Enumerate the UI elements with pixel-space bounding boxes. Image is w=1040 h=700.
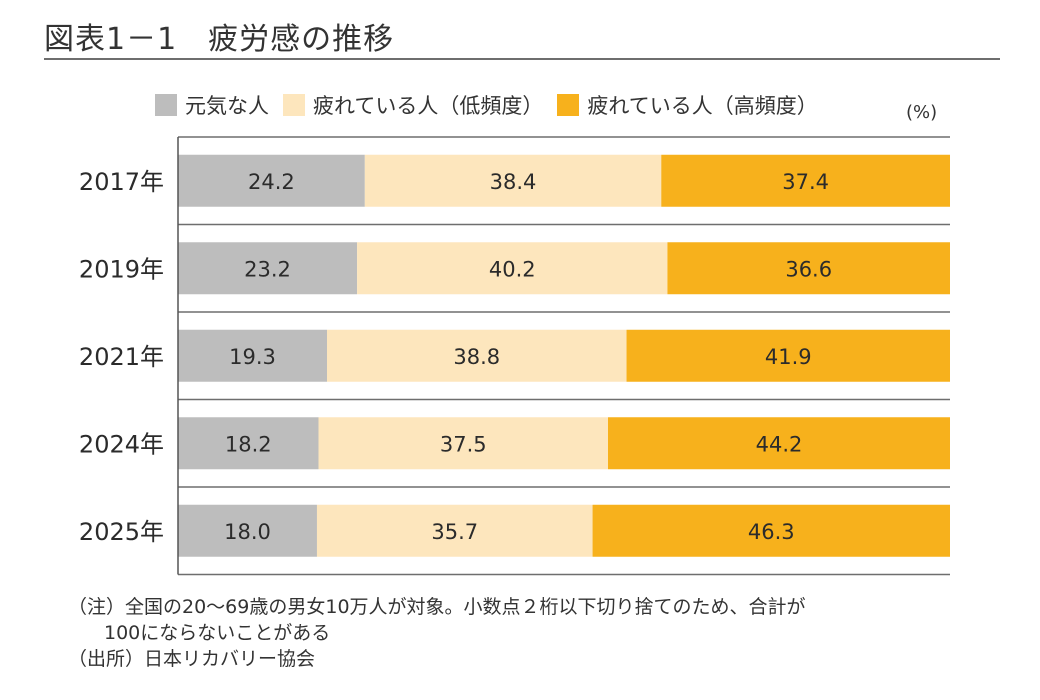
- bar-segment: [626, 329, 950, 382]
- bar-segment: [178, 504, 317, 557]
- legend-swatch-high-freq: [557, 94, 580, 116]
- note-line-1: （注）全国の20～69歳の男女10万人が対象。小数点２桁以下切り捨てのため、合計…: [68, 596, 806, 618]
- legend-item-low-freq: 疲れている人（低頻度）: [283, 90, 543, 120]
- data-label: 19.3: [229, 345, 276, 369]
- chart-title: 図表1－1 疲労感の推移: [44, 22, 395, 57]
- data-label: 23.2: [244, 257, 291, 281]
- legend-label-low-freq: 疲れている人（低頻度）: [313, 94, 544, 118]
- data-label: 38.8: [453, 345, 500, 369]
- bar-segment: [592, 504, 950, 557]
- data-label: 46.3: [748, 520, 795, 544]
- category-label: 2021年: [79, 343, 164, 371]
- title-divider: [44, 58, 1000, 60]
- data-label: 36.6: [785, 257, 832, 281]
- bar-segment: [326, 329, 627, 382]
- bar-segment: [667, 242, 950, 295]
- data-label: 37.4: [782, 170, 829, 194]
- legend: 元気な人 疲れている人（低頻度） 疲れている人（高頻度）: [155, 90, 832, 120]
- data-label: 24.2: [248, 170, 295, 194]
- data-label: 37.5: [440, 432, 487, 456]
- data-label: 40.2: [489, 257, 536, 281]
- legend-item-high-freq: 疲れている人（高頻度）: [557, 90, 818, 120]
- bar-segment: [316, 504, 593, 557]
- legend-item-genki: 元気な人: [155, 90, 269, 120]
- footnotes: （注）全国の20～69歳の男女10万人が対象。小数点２桁以下切り捨てのため、合計…: [68, 594, 806, 672]
- bar-segment: [608, 417, 950, 470]
- category-label: 2017年: [79, 168, 164, 196]
- legend-swatch-genki: [155, 94, 177, 116]
- bar-segment: [178, 154, 365, 207]
- data-label: 18.2: [225, 432, 272, 456]
- data-label: 41.9: [765, 345, 812, 369]
- data-label: 44.2: [756, 432, 803, 456]
- bar-segment: [357, 242, 668, 295]
- data-label: 38.4: [490, 170, 537, 194]
- bar-segment: [178, 329, 327, 382]
- data-label: 18.0: [224, 520, 271, 544]
- category-label: 2019年: [79, 255, 164, 283]
- bar-segment: [364, 154, 662, 207]
- bar-segment: [178, 417, 319, 470]
- category-label: 2025年: [79, 518, 164, 546]
- bar-segment: [661, 154, 950, 207]
- legend-swatch-low-freq: [283, 94, 305, 116]
- note-line-2: 100にならないことがある: [104, 622, 331, 644]
- bar-segment: [178, 242, 358, 295]
- legend-label-high-freq: 疲れている人（高頻度）: [587, 94, 818, 118]
- source-line: （出所）日本リカバリー協会: [68, 648, 316, 670]
- data-label: 35.7: [431, 520, 478, 544]
- legend-label-genki: 元気な人: [185, 94, 269, 118]
- bar-segment: [318, 417, 609, 470]
- unit-label: (%): [906, 102, 938, 123]
- category-label: 2024年: [79, 430, 164, 458]
